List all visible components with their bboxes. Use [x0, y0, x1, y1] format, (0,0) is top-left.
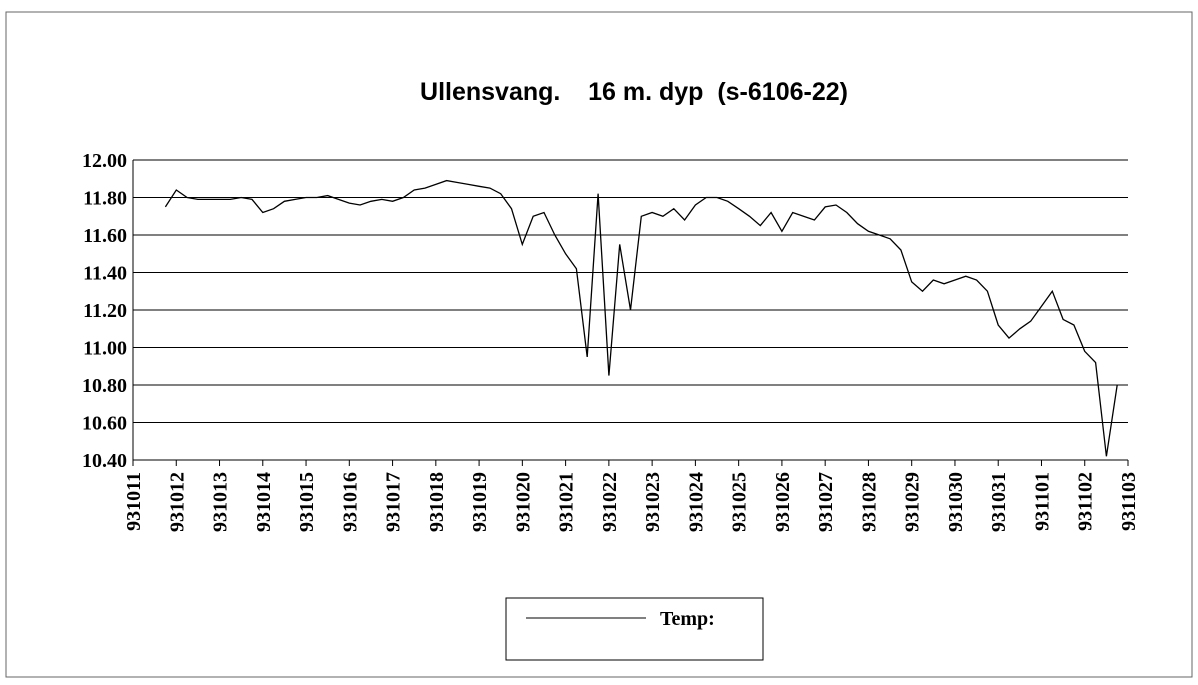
- x-tick-label: 931016: [339, 472, 361, 532]
- x-tick-label: 931029: [902, 472, 924, 532]
- legend-label: Temp:: [660, 608, 715, 630]
- x-tick-label: 931022: [599, 472, 621, 532]
- chart-title: Ullensvang. 16 m. dyp (s-6106-22): [420, 78, 848, 106]
- x-tick-label: 931015: [296, 472, 318, 532]
- y-tick-label: 11.40: [83, 263, 127, 285]
- y-tick-label: 12.00: [82, 150, 127, 172]
- y-tick-label: 10.40: [82, 450, 127, 472]
- x-tick-label: 931030: [945, 472, 967, 532]
- x-tick-label: 931031: [988, 472, 1010, 532]
- x-tick-label: 931026: [772, 472, 794, 532]
- x-tick-label: 931019: [469, 472, 491, 532]
- y-tick-label: 10.60: [82, 413, 127, 435]
- frame: [5, 11, 1193, 678]
- x-tick-label: 931018: [426, 472, 448, 532]
- x-tick-label: 931021: [556, 472, 578, 532]
- y-tick-label: 11.60: [83, 225, 127, 247]
- data-line: [164, 179, 1118, 457]
- legend-box: [505, 597, 764, 661]
- x-tick-label: 931014: [253, 472, 275, 532]
- y-tick-label: 11.00: [83, 338, 127, 360]
- x-tick-label: 931103: [1118, 472, 1140, 531]
- x-tick-label: 931020: [512, 472, 534, 532]
- x-tick-label: 931024: [685, 472, 707, 532]
- y-tick-label: 10.80: [82, 375, 127, 397]
- x-tick-label: 931011: [123, 472, 145, 531]
- x-tick-label: 931102: [1075, 472, 1097, 531]
- x-tick-label: 931017: [383, 472, 405, 532]
- y-tick-label: 11.20: [83, 300, 127, 322]
- x-tick-label: 931101: [1031, 472, 1053, 531]
- y-tick-label: 11.80: [83, 188, 127, 210]
- x-tick-label: 931025: [729, 472, 751, 532]
- x-tick-label: 931028: [858, 472, 880, 532]
- x-tick-label: 931013: [210, 472, 232, 532]
- x-tick-label: 931012: [166, 472, 188, 532]
- x-tick-label: 931023: [642, 472, 664, 532]
- x-tick-label: 931027: [815, 472, 837, 532]
